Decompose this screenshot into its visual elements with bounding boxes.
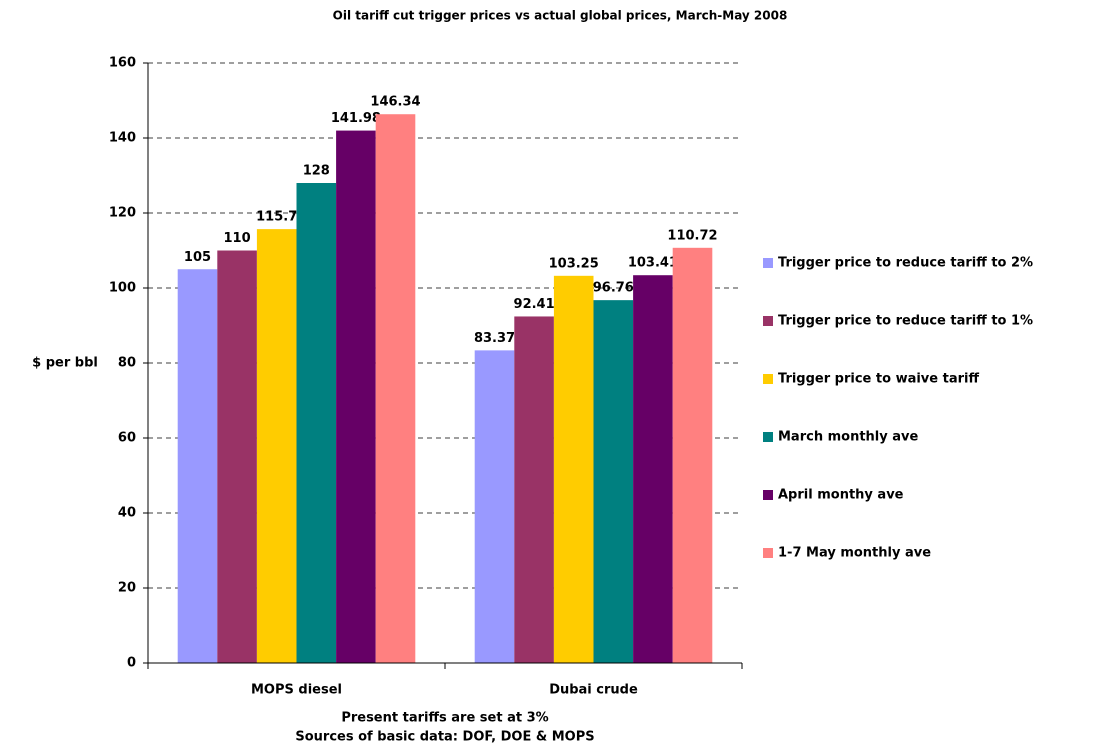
data-label: 146.34 xyxy=(370,95,420,110)
data-label: 96.76 xyxy=(593,281,634,296)
y-tick-label: 20 xyxy=(118,581,136,596)
y-tick-label: 60 xyxy=(118,431,136,446)
legend-label: Trigger price to reduce tariff to 2% xyxy=(778,256,1033,271)
y-tick-label: 100 xyxy=(109,281,136,296)
y-tick-label: 40 xyxy=(118,506,136,521)
x-axis-label: Sources of basic data: DOF, DOE & MOPS xyxy=(295,730,594,745)
bar xyxy=(593,300,634,663)
data-label: 115.7 xyxy=(256,210,297,225)
legend-label: 1-7 May monthly ave xyxy=(778,546,931,561)
legend-label: April monthy ave xyxy=(778,488,904,503)
data-label: 92.41 xyxy=(514,297,555,312)
legend-swatch xyxy=(763,258,773,268)
bar xyxy=(336,130,376,663)
bar xyxy=(514,316,554,663)
data-label: 141.98 xyxy=(331,111,381,126)
bar xyxy=(633,275,673,663)
legend-swatch xyxy=(763,374,773,384)
y-tick-label: 0 xyxy=(127,656,136,671)
data-label: 103.25 xyxy=(549,256,599,271)
bar xyxy=(672,247,713,664)
bar xyxy=(474,350,515,663)
legend-label: Trigger price to waive tariff xyxy=(778,372,979,387)
x-tick-label: MOPS diesel xyxy=(251,683,342,698)
data-label: 103.41 xyxy=(628,256,678,271)
bar xyxy=(256,229,297,663)
bar xyxy=(177,269,218,663)
data-label: 110.72 xyxy=(667,228,717,243)
bar xyxy=(553,275,594,663)
y-tick-label: 160 xyxy=(109,56,136,71)
bar xyxy=(296,183,337,663)
data-label: 83.37 xyxy=(474,331,515,346)
data-label: 105 xyxy=(184,250,211,265)
legend-swatch xyxy=(763,548,773,558)
legend-swatch xyxy=(763,490,773,500)
y-axis-label: $ per bbl xyxy=(32,356,98,371)
legend-swatch xyxy=(763,316,773,326)
legend-label: Trigger price to reduce tariff to 1% xyxy=(778,314,1033,329)
y-tick-label: 80 xyxy=(118,356,136,371)
x-tick-label: Dubai crude xyxy=(549,683,638,698)
chart-title: Oil tariff cut trigger prices vs actual … xyxy=(333,9,788,23)
x-axis-label: Present tariffs are set at 3% xyxy=(341,711,548,726)
bar xyxy=(217,250,257,663)
data-label: 110 xyxy=(224,231,251,246)
data-label: 128 xyxy=(303,164,330,179)
y-tick-label: 120 xyxy=(109,206,136,221)
y-tick-label: 140 xyxy=(109,131,136,146)
legend-label: March monthly ave xyxy=(778,430,919,445)
bar xyxy=(375,114,416,664)
legend-swatch xyxy=(763,432,773,442)
